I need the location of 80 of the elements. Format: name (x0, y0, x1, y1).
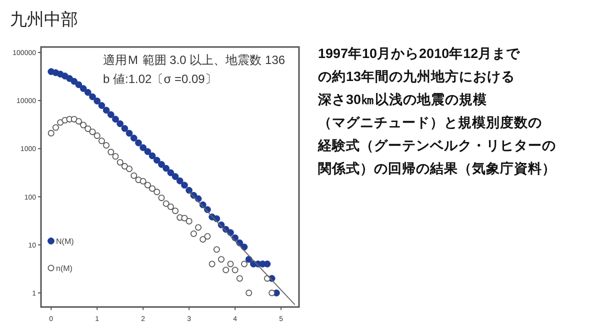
text: 関係式）の回帰の結果（気象庁資料） (318, 160, 556, 176)
point (121, 163, 128, 170)
legend-label: N(M) (56, 237, 74, 246)
point (158, 160, 165, 168)
point (227, 260, 234, 268)
point (112, 116, 119, 123)
point (241, 260, 248, 268)
point (162, 200, 170, 207)
point (144, 148, 152, 156)
point (158, 194, 165, 202)
point (167, 169, 174, 176)
point (89, 93, 96, 100)
point (148, 152, 156, 160)
point (176, 177, 184, 184)
point (126, 166, 133, 172)
point (98, 138, 105, 144)
point (103, 142, 110, 149)
point (195, 224, 202, 231)
point (181, 214, 188, 222)
point (84, 125, 92, 132)
point (98, 102, 106, 109)
point (126, 130, 133, 137)
point (108, 148, 114, 156)
point (89, 128, 96, 136)
point (80, 122, 87, 128)
point (190, 230, 197, 238)
point (70, 116, 78, 122)
point (154, 188, 160, 196)
point (75, 81, 82, 88)
point (130, 134, 138, 142)
point (75, 118, 82, 125)
point (200, 236, 206, 243)
point (246, 290, 252, 296)
point (167, 203, 174, 210)
annotation: 適用Ｍ 範囲 3.0 以上、地震数 136 (103, 53, 286, 67)
point (222, 266, 230, 274)
point (130, 172, 138, 179)
point (232, 266, 238, 274)
point (172, 173, 179, 180)
point (102, 106, 110, 114)
text: 深さ30㎞以浅の地震の規模 (317, 92, 488, 107)
point (48, 130, 54, 136)
point (52, 124, 59, 131)
point (172, 208, 179, 214)
point (70, 78, 78, 85)
point (116, 120, 124, 128)
point (264, 260, 271, 268)
annotation: b 値:1.02〔σ =0.09〕 (103, 72, 217, 86)
text: 1997年10月から2010年12月まで (318, 46, 522, 61)
point (94, 132, 100, 139)
point (94, 98, 101, 104)
point (181, 182, 188, 189)
point (57, 119, 64, 126)
point (140, 178, 146, 185)
chart-title: 九州中部 (10, 10, 78, 29)
point (218, 256, 225, 263)
legend-label: n(M) (56, 264, 73, 273)
point (162, 164, 170, 172)
point (208, 260, 216, 268)
point (121, 125, 128, 132)
point (149, 185, 156, 192)
point (186, 186, 193, 194)
point (112, 153, 119, 160)
point (107, 111, 114, 118)
point (116, 159, 124, 166)
point (66, 75, 73, 82)
point (144, 182, 151, 188)
point (213, 246, 220, 253)
point (84, 88, 92, 96)
point (153, 156, 160, 164)
text: （マグニチュード）と規模別度数の (318, 114, 542, 130)
text: 経験式（グーテンベルク・リヒターの (317, 138, 556, 153)
point (80, 85, 87, 92)
point (204, 233, 211, 240)
text: の約13年間の九州地方における (318, 68, 516, 84)
point (140, 144, 147, 152)
point (135, 139, 142, 146)
point (236, 275, 243, 282)
point (268, 290, 276, 296)
point (186, 218, 192, 224)
